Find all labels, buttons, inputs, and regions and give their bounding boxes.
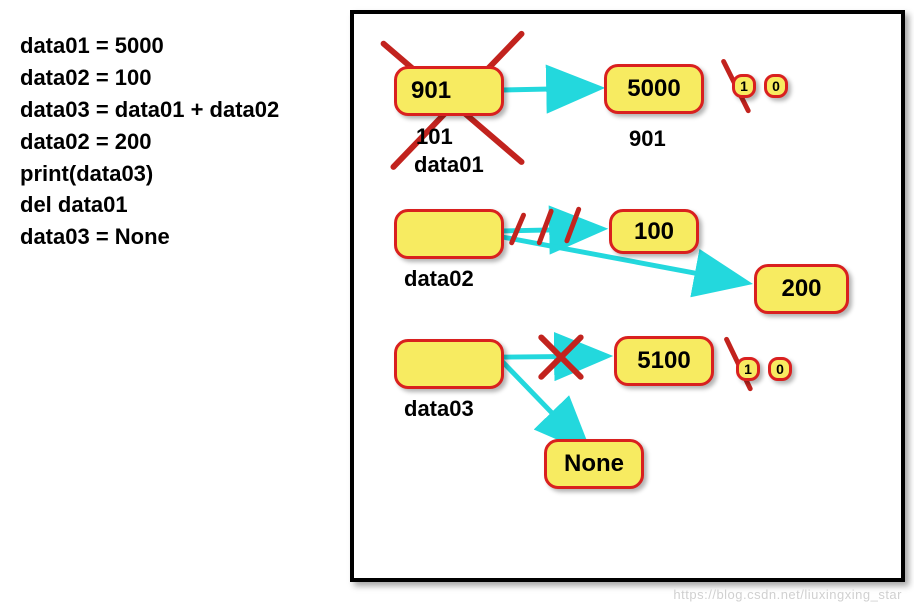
box-text: 1 bbox=[740, 78, 748, 94]
box-none: None bbox=[544, 439, 644, 489]
strike-row3-a bbox=[541, 337, 580, 376]
box-text: 0 bbox=[776, 361, 784, 377]
code-line: data03 = None bbox=[20, 221, 279, 253]
box-text: 0 bbox=[772, 78, 780, 94]
code-line: print(data03) bbox=[20, 158, 279, 190]
arrow-row2-100 bbox=[502, 229, 599, 231]
box-data01-var: 901 bbox=[394, 66, 504, 116]
arrow-row1 bbox=[502, 88, 596, 90]
box-text: 1 bbox=[744, 361, 752, 377]
box-5000: 5000 bbox=[604, 64, 704, 114]
strike-row2-b bbox=[539, 211, 551, 243]
strike-row3-b bbox=[541, 337, 580, 376]
code-line: data02 = 100 bbox=[20, 62, 279, 94]
code-line: data01 = 5000 bbox=[20, 30, 279, 62]
box-text: 5000 bbox=[627, 75, 680, 103]
arrow-row3-5100 bbox=[502, 356, 604, 357]
box-text: 901 bbox=[411, 77, 451, 105]
box-text: 200 bbox=[781, 275, 821, 303]
label-data03: data03 bbox=[404, 396, 474, 422]
refcount-1: 1 bbox=[732, 74, 756, 98]
diagram-frame: 901 101 data01 5000 901 1 0 data02 100 2… bbox=[350, 10, 905, 582]
box-data02-var bbox=[394, 209, 504, 259]
label-data01: data01 bbox=[414, 152, 484, 178]
strike-row2-a bbox=[512, 215, 524, 243]
label-901: 901 bbox=[629, 126, 666, 152]
code-line: data03 = data01 + data02 bbox=[20, 94, 279, 126]
label-101: 101 bbox=[416, 124, 453, 150]
code-block: data01 = 5000 data02 = 100 data03 = data… bbox=[20, 30, 279, 253]
box-5100: 5100 bbox=[614, 336, 714, 386]
box-data03-var bbox=[394, 339, 504, 389]
strike-row2-c bbox=[567, 209, 579, 241]
label-data02: data02 bbox=[404, 266, 474, 292]
code-line: data02 = 200 bbox=[20, 126, 279, 158]
box-text: 5100 bbox=[637, 347, 690, 375]
box-100: 100 bbox=[609, 209, 699, 254]
box-text: 100 bbox=[634, 218, 674, 246]
code-line: del data01 bbox=[20, 189, 279, 221]
box-200: 200 bbox=[754, 264, 849, 314]
watermark: https://blog.csdn.net/liuxingxing_star bbox=[673, 587, 902, 602]
box-text: None bbox=[564, 450, 624, 478]
refcount-0-b: 0 bbox=[768, 357, 792, 381]
refcount-0: 0 bbox=[764, 74, 788, 98]
refcount-1-b: 1 bbox=[736, 357, 760, 381]
arrow-row3-none bbox=[502, 361, 586, 448]
